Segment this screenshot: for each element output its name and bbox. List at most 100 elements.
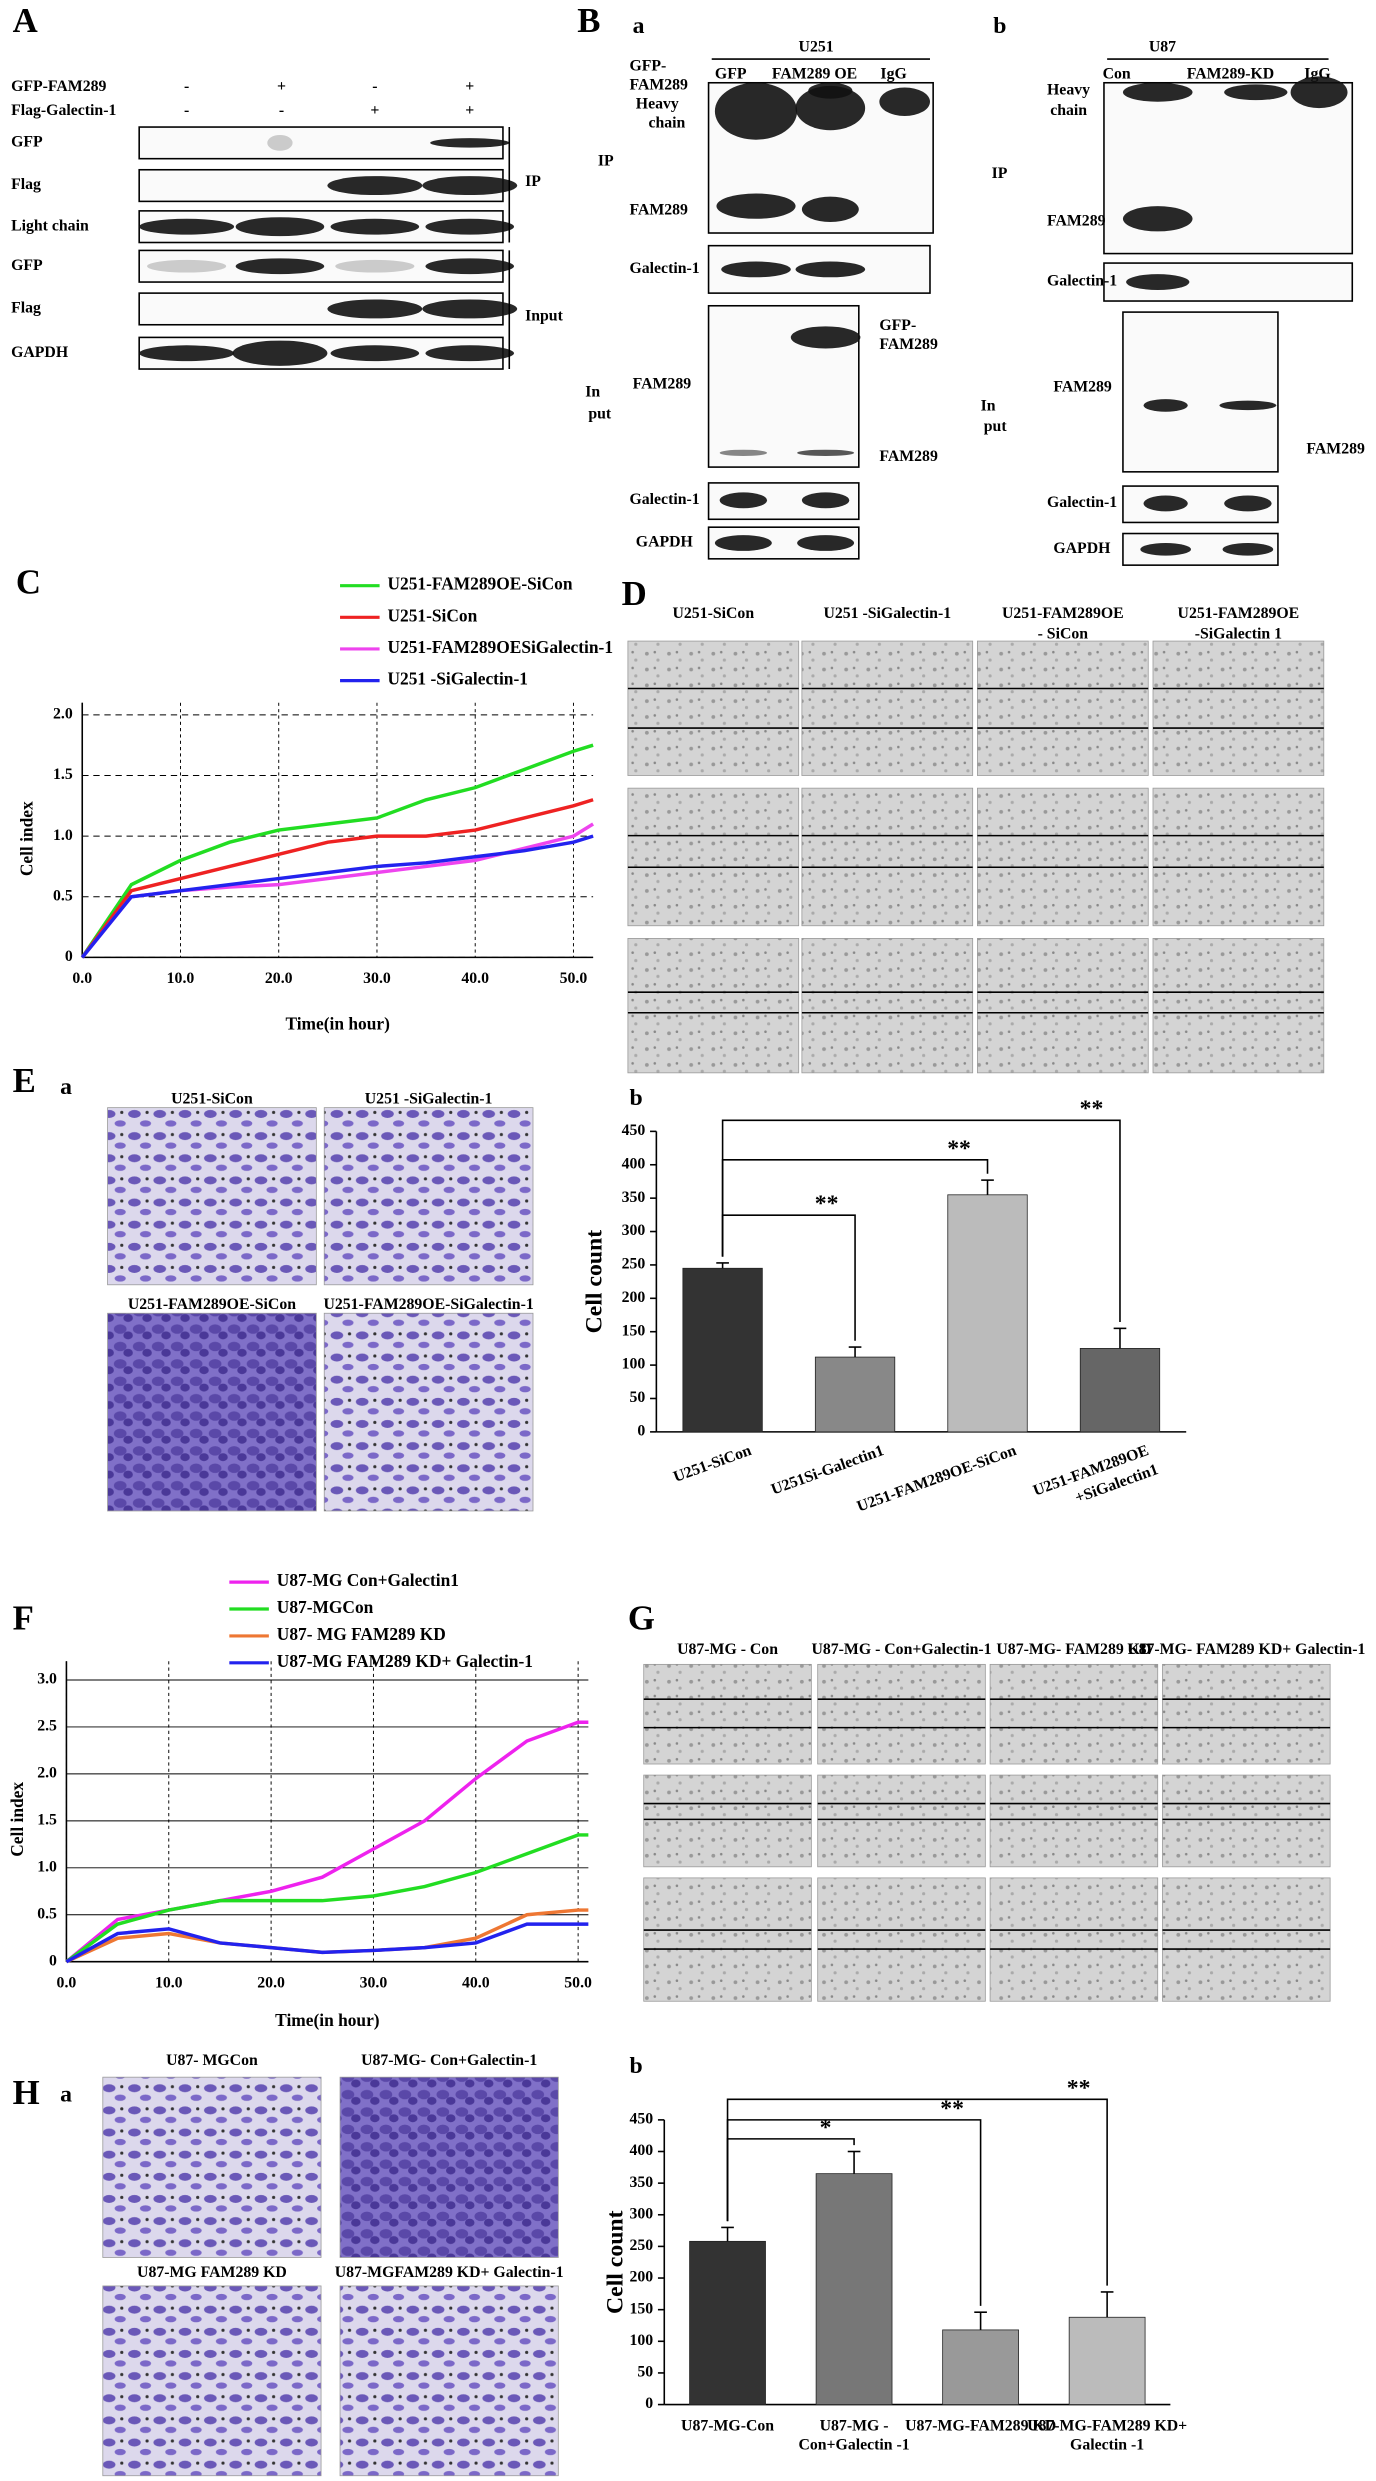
y-tick-label: 150 <box>630 2300 654 2317</box>
legend-label: U251-FAM289OE-SiCon <box>387 575 572 594</box>
micrograph <box>801 938 974 1074</box>
y-tick-label: 2.5 <box>37 1718 57 1735</box>
series-line <box>80 822 595 959</box>
label: Galectin-1 <box>629 260 699 277</box>
y-tick-label: 300 <box>630 2205 654 2222</box>
blot-band <box>714 535 772 551</box>
series-line <box>80 798 594 959</box>
label: - SiCon <box>1038 625 1089 642</box>
x-tick-label: 20.0 <box>265 970 293 987</box>
error-bar <box>716 1262 729 1269</box>
y-tick-label: 100 <box>630 2332 654 2349</box>
blot-band <box>330 345 420 362</box>
label: U251-FAM289OE <box>1178 605 1300 622</box>
label: GFP <box>11 133 43 150</box>
micrograph <box>1152 640 1325 776</box>
micrograph <box>1152 938 1325 1074</box>
y-tick-label: 450 <box>630 2110 654 2127</box>
error-bar <box>974 2311 987 2330</box>
label: b <box>993 13 1006 39</box>
series-line <box>65 1833 589 1964</box>
y-tick-label: 450 <box>622 1122 646 1139</box>
label: + <box>465 102 474 119</box>
bar <box>1079 1348 1161 1433</box>
y-tick-label: 300 <box>622 1222 646 1239</box>
blot-band <box>716 193 796 219</box>
micrograph <box>817 1774 986 1868</box>
panel-label: F <box>13 1599 34 1638</box>
blot-band <box>719 492 768 509</box>
micrograph <box>1162 1774 1331 1868</box>
legend-label: U251 -SiGalectin-1 <box>387 670 527 689</box>
label: + <box>465 78 474 95</box>
label: -SiGalectin 1 <box>1195 625 1282 642</box>
micrograph <box>107 1107 317 1286</box>
y-tick-label: 400 <box>622 1155 646 1172</box>
x-tick-label: 50.0 <box>564 1974 592 1991</box>
label: G <box>628 1599 655 1638</box>
series-line <box>65 1922 589 1964</box>
blot-band <box>721 261 791 278</box>
y-tick-label: 0 <box>637 1422 645 1439</box>
label: U251-SiCon <box>171 1090 253 1107</box>
x-tick-label: 40.0 <box>461 970 489 987</box>
blot-band <box>327 176 423 196</box>
x-tick-label: U87-MG-Con <box>681 2417 774 2434</box>
significance: * <box>820 2115 832 2141</box>
micrograph <box>323 1312 534 1512</box>
y-tick-label: 250 <box>622 1256 646 1273</box>
bar <box>814 1356 896 1433</box>
label: FAM289 <box>1053 379 1112 396</box>
blot-band <box>1122 206 1193 232</box>
label: FAM289 <box>879 336 938 353</box>
label: U87-MG - Con+Galectin-1 <box>811 1641 991 1658</box>
legend-label: U87-MGCon <box>277 1598 374 1617</box>
y-tick-label: 250 <box>630 2237 654 2254</box>
micrograph <box>817 1663 986 1765</box>
series-line <box>65 1720 589 1964</box>
micrograph <box>339 2285 559 2477</box>
label: Galectin-1 <box>629 491 699 508</box>
label: - <box>184 78 189 95</box>
label: - <box>184 102 189 119</box>
y-tick-label: 0.5 <box>53 887 73 904</box>
label: Flag <box>11 300 41 317</box>
label: FAM289 <box>629 77 688 94</box>
blot-band <box>330 218 420 235</box>
micrograph <box>323 1107 534 1286</box>
label: + <box>370 102 379 119</box>
label: put <box>588 406 612 423</box>
blot-band <box>422 299 518 319</box>
legend-label: U87-MG FAM289 KD+ Galectin-1 <box>277 1652 533 1671</box>
label: FAM289 <box>633 375 692 392</box>
blot-band <box>1224 495 1272 512</box>
blot-band <box>1224 84 1288 101</box>
blot-band <box>795 85 866 131</box>
blot-band <box>422 176 518 196</box>
label: FAM289 <box>1306 440 1365 457</box>
label: U251-FAM289OE-SiGalectin-1 <box>323 1296 533 1313</box>
label: GAPDH <box>636 534 694 551</box>
x-tick-label: 40.0 <box>462 1974 490 1991</box>
micrograph <box>107 1312 317 1512</box>
label: In <box>981 398 996 415</box>
x-tick-label: 30.0 <box>360 1974 388 1991</box>
label: put <box>984 418 1008 435</box>
blot-band <box>1140 543 1191 556</box>
y-axis-title: Cell count <box>582 1230 608 1334</box>
label: FAM289 <box>1047 213 1106 230</box>
y-tick-label: 50 <box>637 2364 653 2381</box>
y-tick-label: 150 <box>622 1322 646 1339</box>
blot-band <box>801 492 850 509</box>
blot-band <box>797 449 855 457</box>
y-tick-label: 350 <box>622 1189 646 1206</box>
x-tick-label: 30.0 <box>363 970 391 987</box>
label: chain <box>648 115 685 132</box>
label: H <box>13 2073 40 2112</box>
y-tick-label: 350 <box>630 2174 654 2191</box>
significance-bracket <box>721 1119 1121 1323</box>
label: U87-MG- FAM289 KD+ Galectin-1 <box>1127 1641 1365 1658</box>
y-tick-label: 1.5 <box>53 766 73 783</box>
label: U87-MGFAM289 KD+ Galectin-1 <box>335 2264 564 2281</box>
label: U87-MG FAM289 KD <box>137 2264 287 2281</box>
